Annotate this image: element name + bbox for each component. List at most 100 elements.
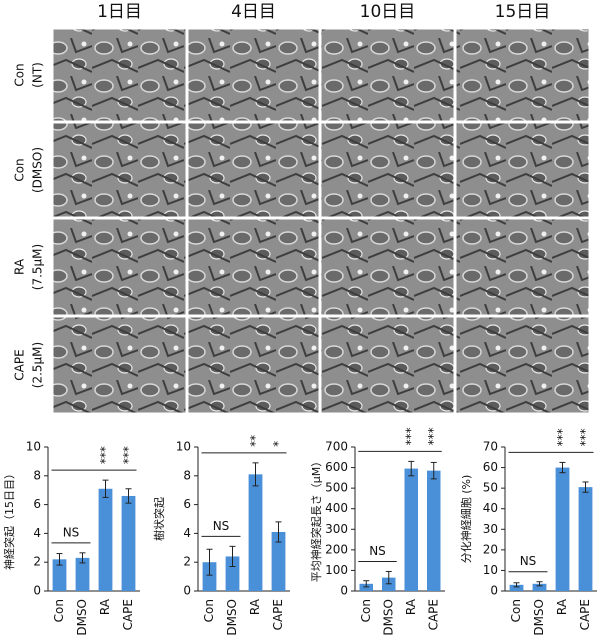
micrograph	[187, 28, 320, 122]
column-header: 4日目	[231, 2, 276, 22]
significance-label: ***	[121, 446, 135, 464]
significance-label: NS	[520, 554, 537, 568]
significance-label: NS	[213, 519, 230, 533]
micrograph	[52, 122, 187, 218]
y-tick-label: 100	[325, 563, 348, 577]
bar	[52, 559, 67, 591]
bar	[75, 557, 90, 591]
micrograph	[52, 218, 187, 316]
y-tick-label: 4	[33, 526, 41, 540]
column-header: 1日目	[97, 2, 142, 22]
y-tick-label: 6	[183, 497, 191, 511]
micrograph	[320, 122, 455, 218]
significance-label: ***	[578, 428, 592, 446]
bar	[359, 583, 373, 591]
x-tick-label: Con	[359, 599, 373, 622]
y-tick-label: 6	[33, 497, 41, 511]
bar	[578, 487, 593, 591]
y-tick-label: 60	[483, 460, 498, 474]
column-header: 10日目	[360, 2, 416, 22]
bar	[382, 577, 396, 591]
x-tick-label: Con	[202, 599, 216, 622]
x-tick-label: CAPE	[578, 599, 592, 630]
row-label: CAPE	[13, 349, 27, 380]
micrograph	[187, 218, 320, 316]
row-label: (7.5μM)	[31, 244, 45, 290]
x-tick-label: RA	[248, 598, 262, 615]
y-tick-label: 2	[33, 555, 41, 569]
micrograph	[52, 28, 187, 122]
micrograph	[320, 316, 455, 414]
micrograph	[187, 122, 320, 218]
y-tick-label: 600	[325, 460, 348, 474]
bar	[555, 467, 570, 591]
x-tick-label: RA	[555, 598, 569, 615]
x-tick-label: DMSO	[381, 599, 395, 636]
x-tick-label: DMSO	[75, 599, 89, 636]
y-tick-label: 20	[483, 542, 498, 556]
y-tick-label: 8	[33, 468, 41, 482]
significance-label: ***	[404, 427, 418, 445]
row-label: (NT)	[31, 62, 45, 88]
y-tick-label: 2	[183, 555, 191, 569]
x-tick-label: DMSO	[532, 599, 546, 636]
significance-label: ***	[426, 427, 440, 445]
y-tick-label: 700	[325, 440, 348, 454]
significance-label: NS	[63, 525, 80, 539]
x-tick-label: CAPE	[121, 599, 135, 630]
row-label: RA	[13, 258, 27, 275]
y-tick-label: 300	[325, 522, 348, 536]
significance-label: NS	[369, 544, 386, 558]
y-tick-label: 0	[340, 584, 348, 598]
bar	[532, 583, 547, 591]
y-axis-label: 樹状突起	[152, 497, 166, 541]
y-tick-label: 70	[483, 440, 498, 454]
micrograph	[52, 316, 187, 414]
y-tick-label: 8	[183, 468, 191, 482]
bar	[427, 470, 441, 591]
y-tick-label: 30	[483, 522, 498, 536]
bar	[225, 556, 240, 591]
significance-label: *	[271, 441, 285, 447]
micrograph	[455, 218, 590, 316]
y-tick-label: 10	[176, 440, 191, 454]
micrograph	[455, 28, 590, 122]
bar	[98, 488, 113, 591]
y-tick-label: 10	[483, 563, 498, 577]
micrograph	[455, 122, 590, 218]
bar	[404, 468, 418, 591]
y-tick-label: 4	[183, 526, 191, 540]
micrograph	[187, 316, 320, 414]
bar	[509, 584, 524, 591]
y-tick-label: 500	[325, 481, 348, 495]
x-tick-label: Con	[509, 599, 523, 622]
micrograph	[320, 28, 455, 122]
significance-label: ***	[555, 428, 569, 446]
x-tick-label: CAPE	[271, 599, 285, 630]
y-tick-label: 40	[483, 501, 498, 515]
x-tick-label: Con	[52, 599, 66, 622]
row-label: Con	[13, 158, 27, 181]
x-tick-label: RA	[98, 598, 112, 615]
significance-label: **	[248, 435, 262, 447]
bar	[248, 474, 263, 591]
significance-label: ***	[98, 446, 112, 464]
y-tick-label: 0	[183, 584, 191, 598]
row-label: Con	[13, 63, 27, 86]
y-axis-label: 平均神経突起長さ（μM）	[309, 456, 323, 583]
y-axis-label: 分化神経細胞 (%)	[459, 475, 473, 564]
row-label: (DMSO)	[31, 147, 45, 193]
x-tick-label: RA	[404, 598, 418, 615]
y-tick-label: 200	[325, 542, 348, 556]
bar	[121, 495, 136, 591]
bar	[271, 531, 286, 591]
y-tick-label: 10	[26, 440, 41, 454]
column-header: 15日目	[495, 2, 551, 22]
y-tick-label: 50	[483, 481, 498, 495]
micrograph	[455, 316, 590, 414]
y-tick-label: 0	[490, 584, 498, 598]
micrograph	[320, 218, 455, 316]
y-tick-label: 0	[33, 584, 41, 598]
x-tick-label: CAPE	[426, 599, 440, 630]
